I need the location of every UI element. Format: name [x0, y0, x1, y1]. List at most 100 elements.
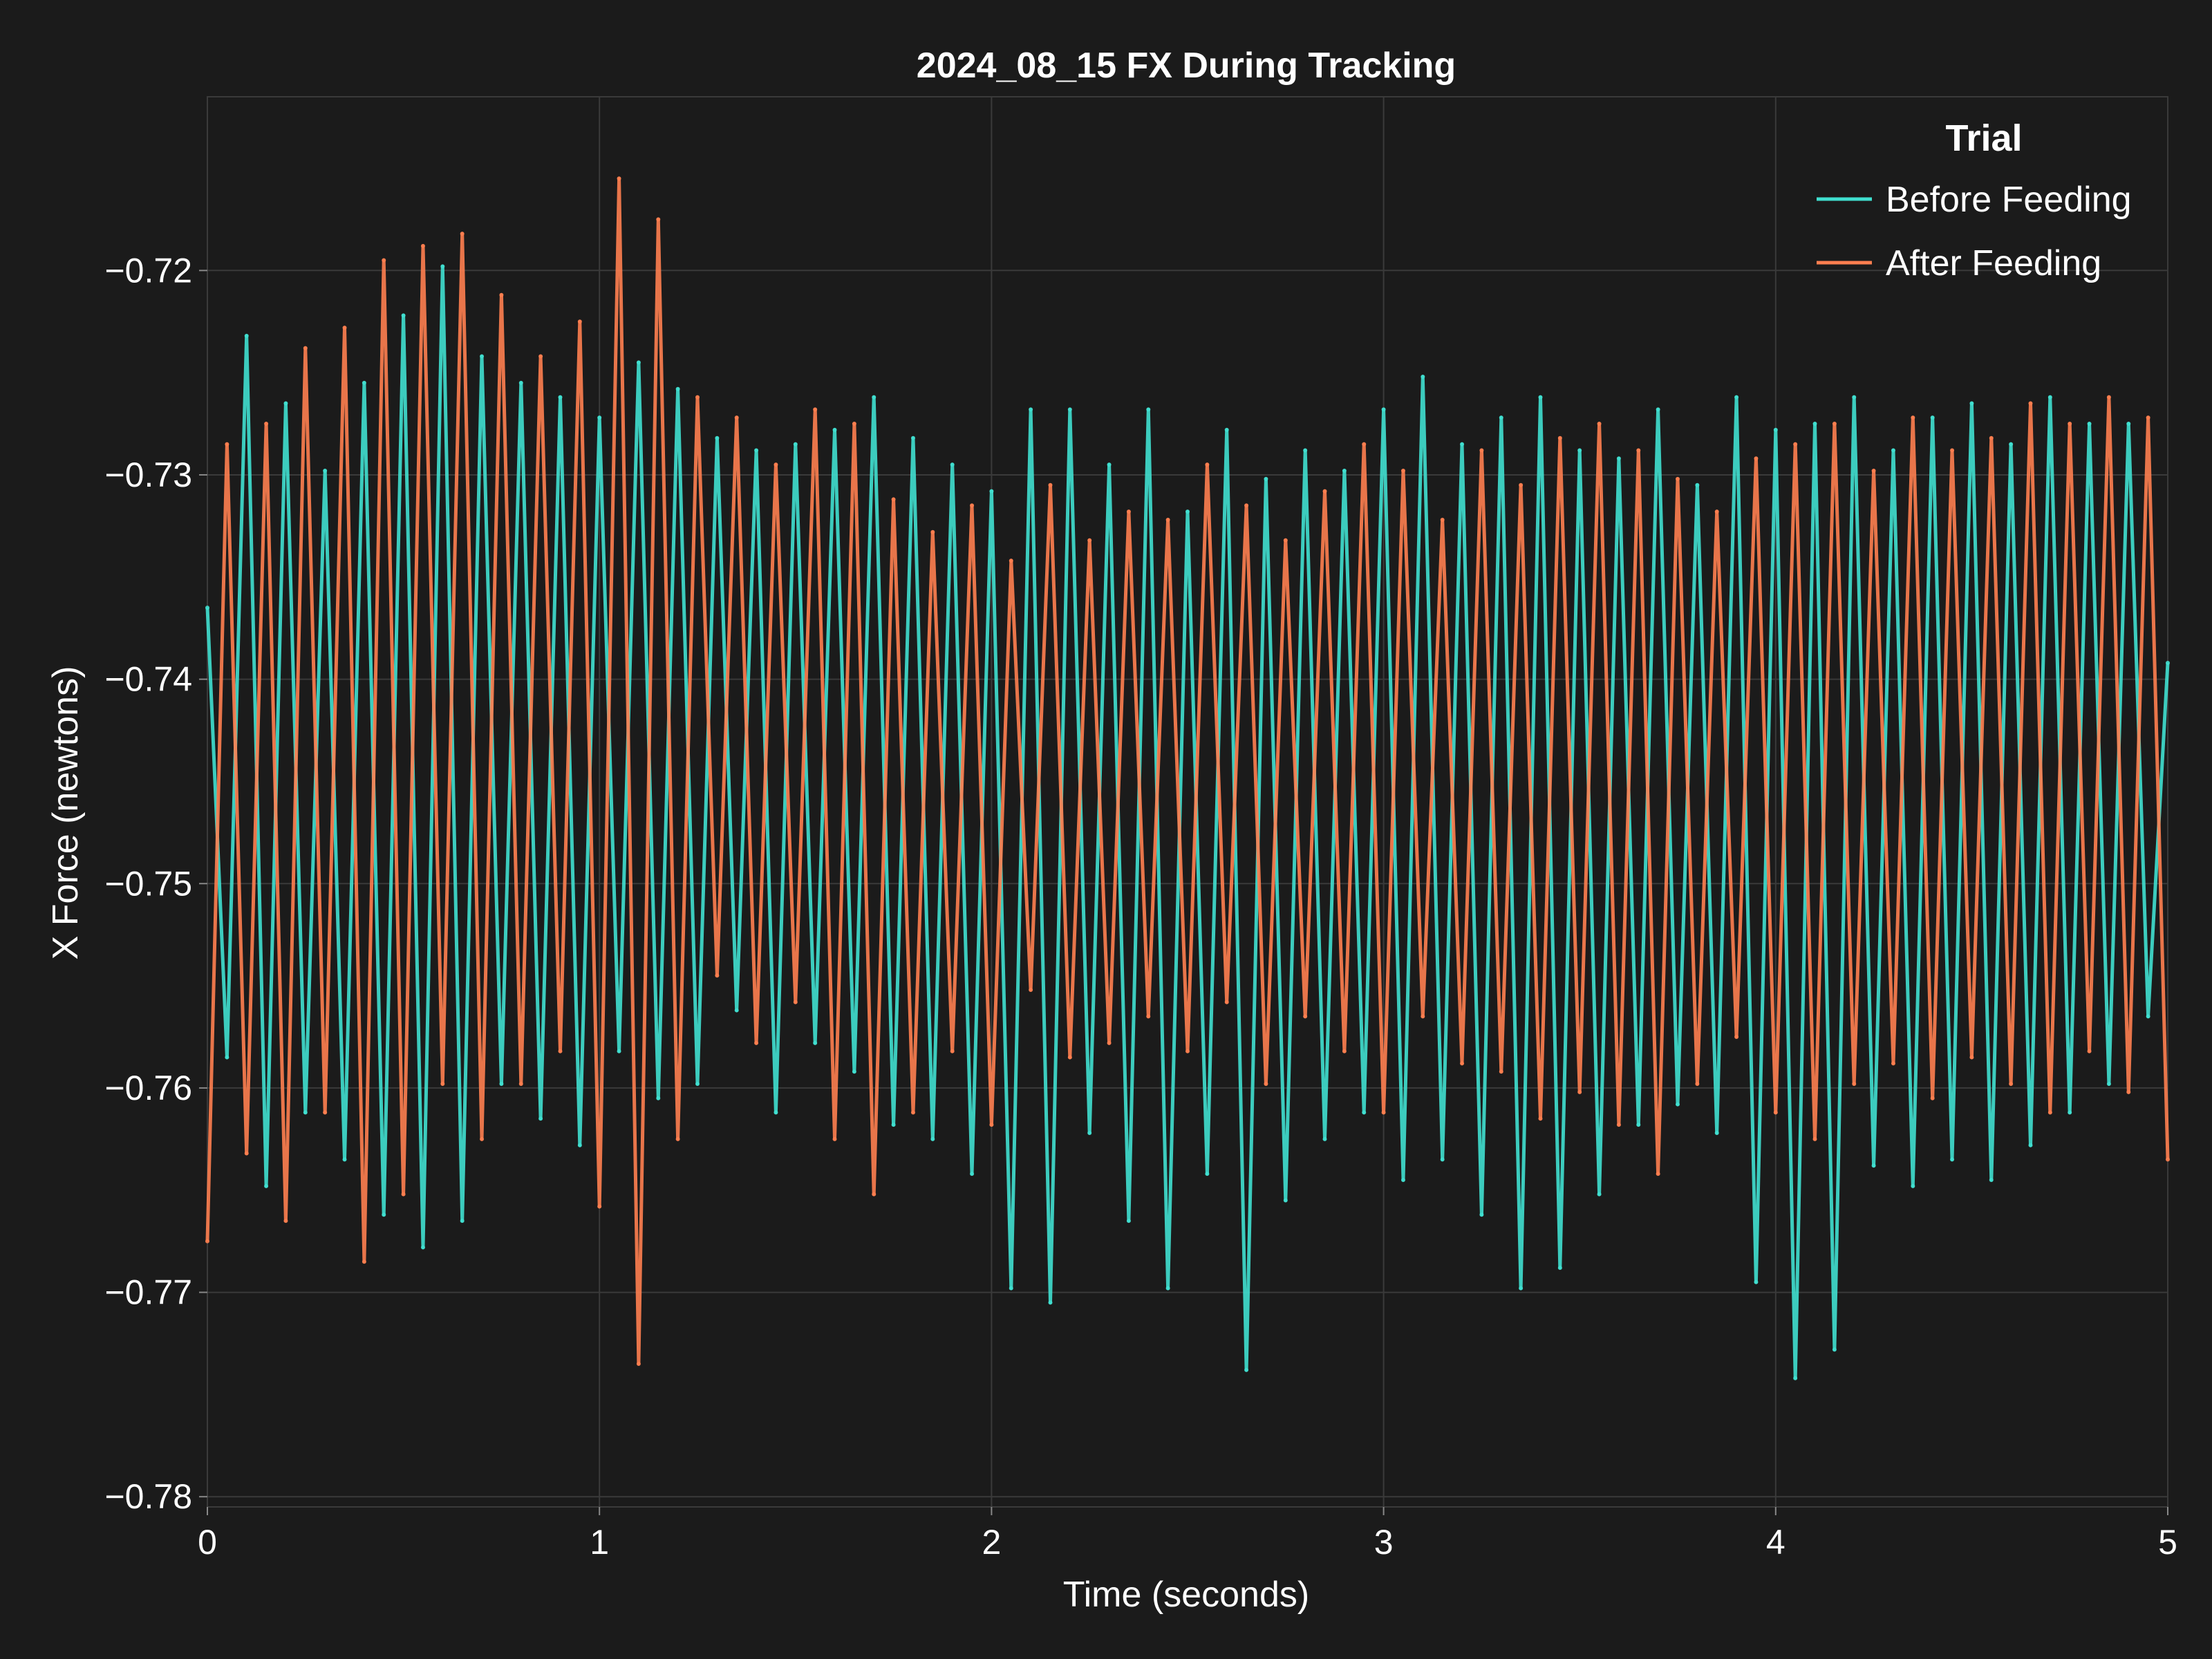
data-point	[597, 415, 602, 420]
data-point	[538, 354, 543, 359]
data-point	[1322, 1136, 1327, 1141]
data-point	[950, 1049, 955, 1053]
data-point	[244, 1151, 249, 1156]
data-point	[2068, 422, 2072, 427]
x-tick-label: 2	[982, 1523, 1001, 1562]
data-point	[2166, 660, 2170, 665]
legend-items: Before Feeding After Feeding	[1817, 180, 2132, 283]
data-point	[1773, 1110, 1778, 1115]
data-point	[1773, 427, 1778, 432]
data-point	[1891, 448, 1895, 453]
data-point	[1676, 476, 1680, 481]
data-point	[1165, 1286, 1170, 1291]
data-point	[1911, 415, 1915, 420]
data-point	[342, 1157, 347, 1162]
data-point	[2166, 1157, 2170, 1162]
data-point	[1479, 448, 1484, 453]
data-point	[970, 1172, 975, 1177]
data-point	[1087, 538, 1092, 543]
data-point	[872, 1192, 877, 1197]
data-point	[1930, 415, 1935, 420]
data-point	[303, 1110, 308, 1115]
data-point	[558, 395, 563, 400]
data-point	[1597, 422, 1602, 427]
data-point	[910, 1110, 915, 1115]
data-point	[362, 1259, 366, 1264]
data-point	[401, 1192, 406, 1197]
data-point	[1224, 1000, 1229, 1004]
data-point	[1244, 503, 1249, 508]
y-tick-label: −0.76	[104, 1069, 192, 1107]
data-point	[1342, 1049, 1347, 1053]
y-tick-label: −0.77	[104, 1273, 192, 1312]
data-point	[1832, 422, 1837, 427]
data-point	[225, 1055, 229, 1060]
data-point	[1519, 482, 1524, 487]
data-point	[1029, 988, 1033, 992]
data-point	[1400, 469, 1405, 474]
data-point	[1362, 1110, 1367, 1115]
data-point	[342, 326, 347, 330]
data-point	[1440, 518, 1445, 522]
data-point	[1616, 456, 1621, 461]
data-point	[420, 1245, 425, 1250]
data-point	[1911, 1183, 1915, 1188]
data-point	[2146, 415, 2150, 420]
data-point	[1264, 476, 1268, 481]
data-point	[1460, 442, 1465, 447]
x-tick-label: 0	[198, 1523, 217, 1562]
data-point	[1636, 1123, 1641, 1127]
data-point	[754, 448, 759, 453]
data-point	[852, 1069, 856, 1074]
y-tick-label: −0.74	[104, 660, 192, 699]
data-point	[2009, 442, 2014, 447]
data-point	[2009, 1082, 2014, 1086]
data-point	[2028, 401, 2033, 406]
legend-title: Trial	[1945, 118, 2022, 159]
data-point	[597, 1204, 602, 1209]
data-point	[1087, 1130, 1092, 1135]
data-point	[1283, 538, 1288, 543]
data-point	[1676, 1102, 1680, 1107]
data-point	[264, 1183, 269, 1188]
chart-title: 2024_08_15 FX During Tracking	[917, 46, 1456, 86]
data-point	[303, 346, 308, 350]
data-point	[1009, 1286, 1013, 1291]
data-point	[538, 1116, 543, 1121]
data-point	[577, 319, 582, 324]
data-point	[734, 415, 739, 420]
data-point	[1812, 422, 1817, 427]
data-point	[1440, 1157, 1445, 1162]
data-point	[1754, 456, 1759, 461]
data-point	[1734, 1035, 1739, 1039]
data-point	[460, 232, 465, 236]
data-point	[989, 489, 994, 494]
data-point	[1362, 442, 1367, 447]
series-before-feeding	[205, 264, 2170, 1380]
data-point	[1244, 1367, 1249, 1372]
data-point	[1009, 559, 1013, 563]
data-point	[401, 313, 406, 318]
x-axis-title: Time (seconds)	[1063, 1575, 1309, 1615]
data-point	[1342, 469, 1347, 474]
data-point	[656, 217, 661, 222]
data-point	[518, 1082, 523, 1086]
data-point	[1636, 448, 1641, 453]
data-point	[832, 1136, 837, 1141]
data-point	[382, 1212, 386, 1217]
x-axis-ticks: 0 1 2 3 4 5	[198, 1507, 2177, 1562]
data-point	[774, 1110, 778, 1115]
data-point	[1381, 407, 1386, 412]
data-point	[675, 386, 680, 391]
data-point	[205, 1239, 209, 1244]
data-point	[2047, 1110, 2052, 1115]
data-point	[930, 1136, 935, 1141]
data-point	[1067, 407, 1072, 412]
data-point	[1126, 509, 1131, 514]
data-point	[910, 435, 915, 440]
data-point	[1048, 482, 1053, 487]
data-point	[2106, 395, 2111, 400]
data-point	[1695, 482, 1700, 487]
y-tick-label: −0.73	[104, 456, 192, 494]
